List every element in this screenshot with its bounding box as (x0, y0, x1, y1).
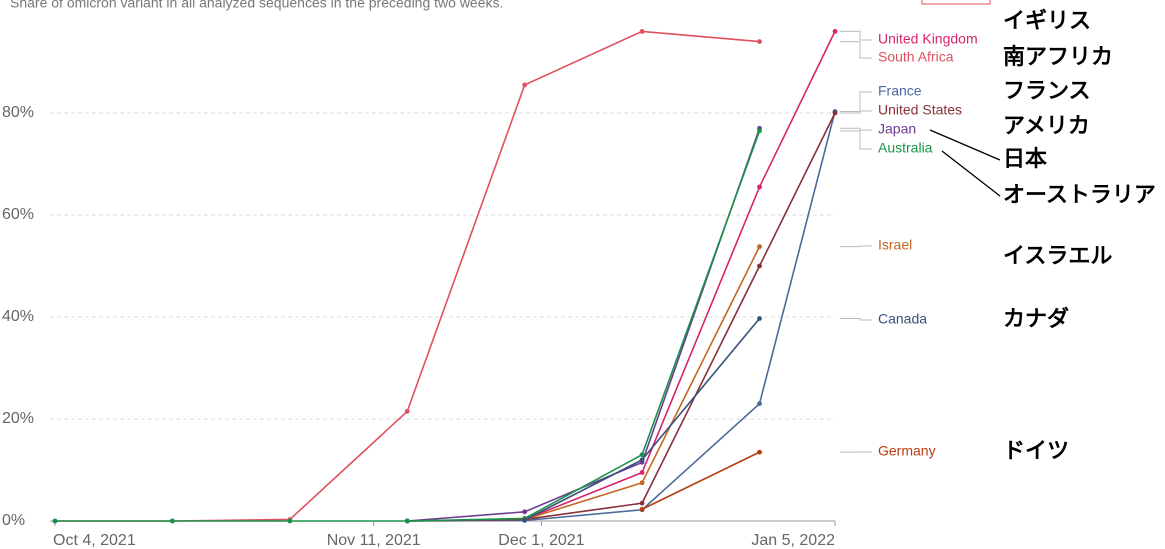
series-label: Canada (878, 311, 927, 327)
annotation: オーストラリア (1003, 183, 1156, 208)
data-point (832, 29, 838, 34)
label-connector (840, 110, 872, 114)
data-point (832, 110, 838, 116)
decoration (921, 0, 991, 5)
annotation: ドイツ (1003, 439, 1069, 464)
data-point (287, 518, 293, 524)
x-tick-label: Nov 11, 2021 (327, 532, 421, 549)
label-connector (840, 30, 872, 41)
chart-subtitle: Share of omicron variant in all analyzed… (10, 0, 503, 11)
x-tick-label: Jan 5, 2022 (751, 532, 835, 549)
data-point (639, 480, 645, 486)
label-connector (840, 318, 872, 321)
data-point (757, 244, 762, 250)
series-label: Australia (878, 140, 933, 156)
label-connector (840, 91, 872, 112)
annotation: イギリス (1003, 9, 1091, 34)
data-point (639, 29, 645, 34)
series-label: United States (878, 102, 962, 118)
data-point (639, 500, 645, 506)
label-connector (840, 41, 872, 59)
label-connector (840, 130, 872, 150)
data-point (522, 82, 528, 88)
y-tick-label: 40% (2, 308, 34, 325)
series-label: South Africa (878, 49, 954, 65)
data-point (757, 39, 762, 44)
data-point (639, 457, 645, 463)
y-tick-label: 60% (2, 206, 34, 223)
data-point (757, 263, 762, 269)
data-point (170, 518, 175, 524)
label-connector (840, 127, 872, 131)
x-tick-label: Dec 1, 2021 (498, 532, 584, 549)
data-point (757, 184, 762, 190)
data-point (757, 401, 762, 407)
annotation: イスラエル (1003, 244, 1112, 269)
series-line (641, 451, 760, 510)
series-line (55, 130, 761, 522)
series-label: Japan (878, 121, 916, 137)
series-label: Germany (878, 443, 936, 459)
data-point (404, 408, 410, 414)
annotation: 南アフリカ (1003, 45, 1113, 70)
annotation: フランス (1003, 79, 1091, 104)
series-label: United Kingdom (878, 31, 978, 47)
annotation-arrow (929, 129, 1001, 161)
series-line (407, 111, 836, 522)
series-line (407, 128, 761, 522)
data-point (639, 452, 645, 458)
label-connector (840, 245, 872, 248)
data-point (404, 518, 410, 524)
y-tick-label: 80% (2, 104, 34, 121)
data-point (757, 316, 762, 321)
y-tick-label: 20% (2, 410, 34, 427)
y-tick-label: 0% (2, 512, 25, 529)
data-point (639, 470, 645, 475)
annotation: カナダ (1003, 306, 1069, 332)
data-point (757, 449, 762, 455)
series-line (407, 31, 836, 522)
data-point (639, 506, 645, 512)
x-tick-label: Oct 4, 2021 (53, 532, 136, 549)
data-point (52, 518, 58, 524)
annotation-arrow (941, 150, 1001, 197)
annotation: 日本 (1003, 147, 1047, 172)
series-line (524, 246, 761, 521)
series-label: France (878, 83, 922, 99)
series-line (55, 30, 760, 522)
data-point (522, 509, 528, 515)
annotation: アメリカ (1003, 114, 1090, 139)
series-label: Israel (878, 237, 912, 253)
data-point (522, 517, 528, 523)
data-point (757, 128, 762, 134)
